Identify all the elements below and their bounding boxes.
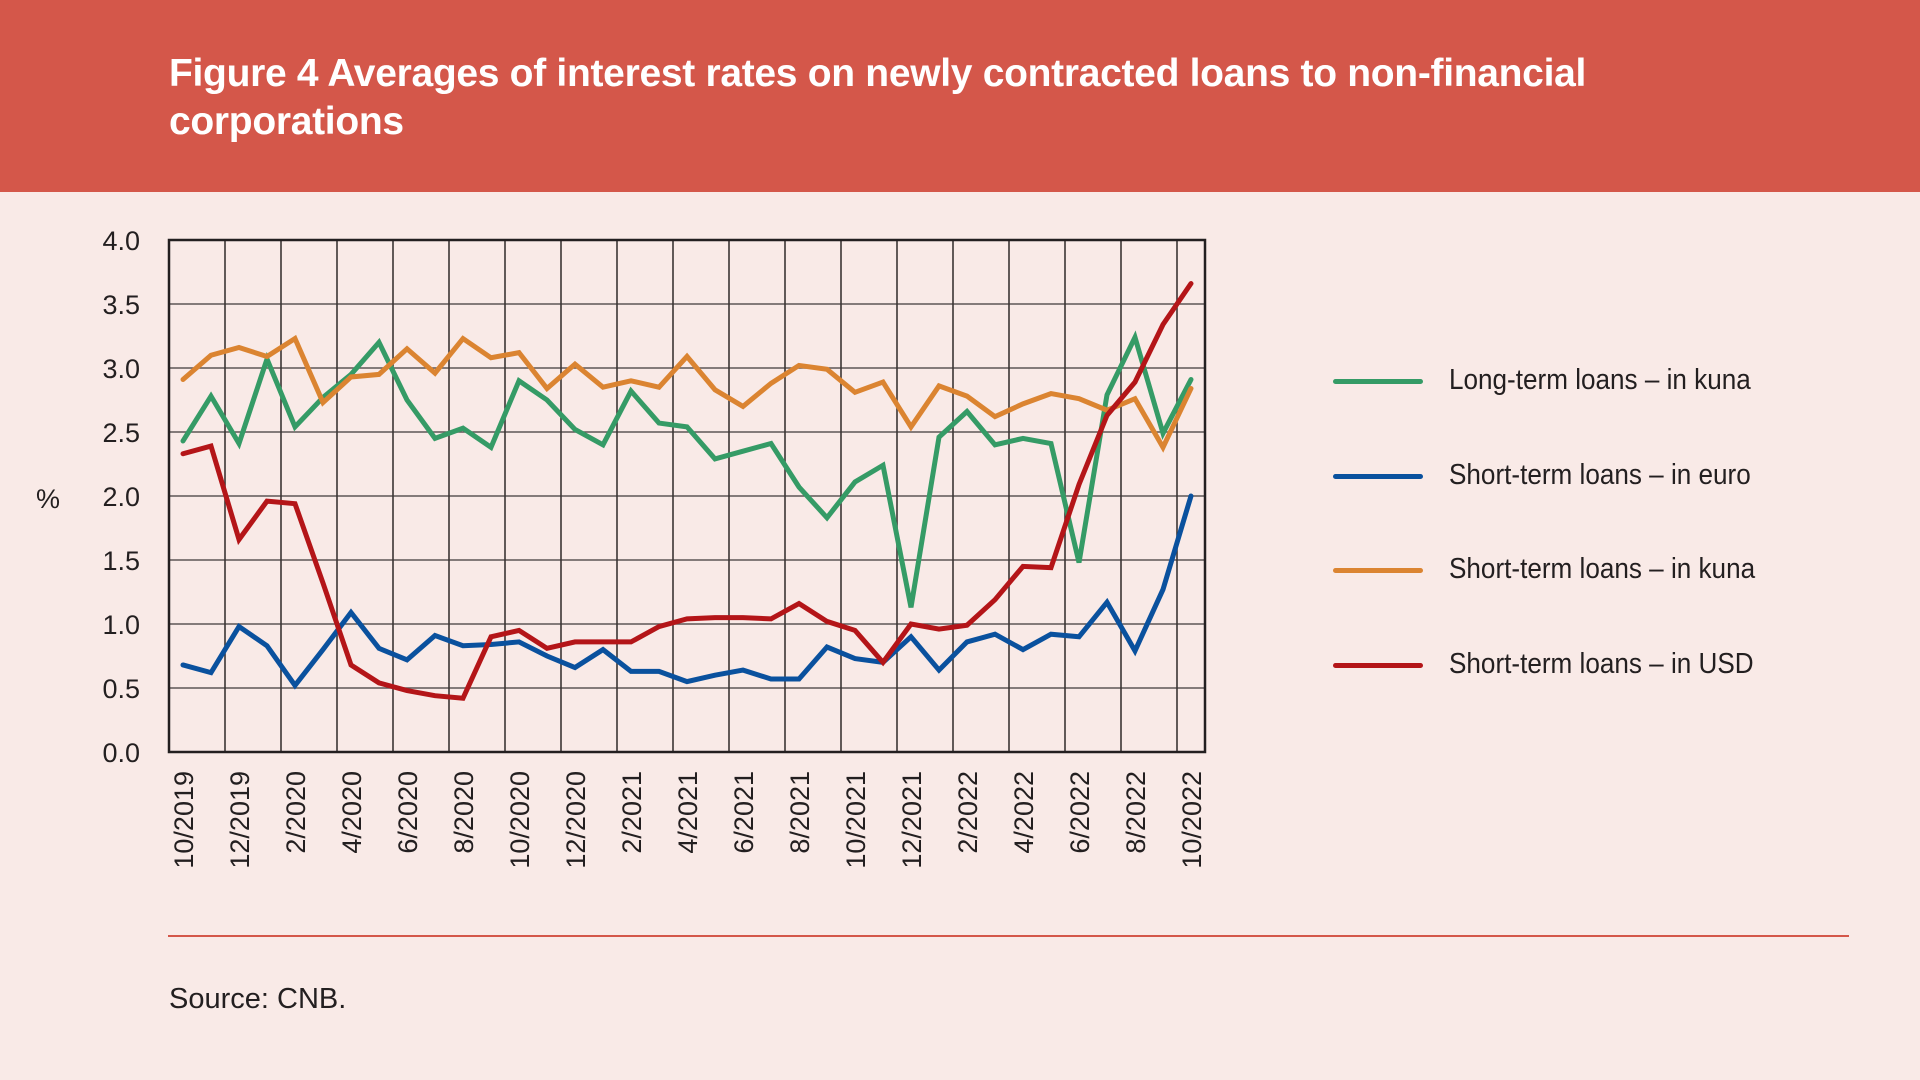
legend-swatch [1333,379,1423,384]
source-note: Source: CNB. [169,983,347,1015]
legend-item-long-term-kuna: Long-term loans – in kuna [1333,352,1893,447]
legend-item-short-term-euro: Short-term loans – in euro [1333,447,1893,542]
y-tick-label: 1.5 [102,546,140,576]
series-line-1 [180,493,1194,690]
legend-swatch [1333,473,1423,479]
x-tick-label: 8/2022 [1121,771,1151,854]
y-tick-label: 0.5 [102,674,140,704]
x-tick-label: 4/2020 [337,771,367,854]
y-tick-label: 0.0 [102,738,140,768]
series-lines [180,281,1194,701]
x-tick-label: 12/2019 [225,771,255,869]
series-line-0 [180,330,1194,608]
x-tick-label: 6/2021 [729,771,759,854]
legend-label: Short-term loans – in euro [1449,458,1751,491]
y-tick-label: 3.0 [102,354,140,384]
plot-frame [167,238,1207,754]
x-tick-label: 10/2019 [169,771,199,869]
series-line-3 [180,281,1194,701]
x-tick-label: 10/2021 [841,771,871,869]
legend-label: Short-term loans – in USD [1449,647,1754,680]
y-tick-label: 1.0 [102,610,140,640]
grid [169,239,1205,753]
y-tick-label: 4.0 [102,226,140,256]
footer-divider [168,935,1849,937]
x-tick-label: 10/2022 [1177,771,1207,869]
y-tick-label: 2.5 [102,418,140,448]
x-tick-label: 10/2020 [505,771,535,869]
y-axis-ticks: 0.0 0.5 1.0 1.5 2.0 2.5 3.0 3.5 4.0 [102,226,140,768]
x-tick-label: 4/2022 [1009,771,1039,854]
figure-title: Figure 4 Averages of interest rates on n… [169,52,1587,143]
x-tick-label: 4/2021 [673,771,703,854]
x-tick-label: 8/2020 [449,771,479,854]
legend-label: Short-term loans – in kuna [1449,553,1756,585]
y-axis-label: % [36,484,60,514]
x-tick-label: 12/2020 [561,771,591,869]
legend-swatch [1333,568,1423,573]
x-tick-label: 2/2022 [953,771,983,854]
legend-item-short-term-kuna: Short-term loans – in kuna [1333,541,1893,636]
legend: Long-term loans – in kuna Short-term loa… [1333,352,1893,730]
y-tick-label: 3.5 [102,290,140,320]
legend-label: Long-term loans – in kuna [1449,364,1751,396]
x-tick-label: 6/2022 [1065,771,1095,854]
x-tick-label: 2/2020 [281,771,311,854]
legend-item-short-term-usd: Short-term loans – in USD [1333,636,1893,731]
figure-header: Figure 4 Averages of interest rates on n… [0,0,1920,192]
x-tick-label: 8/2021 [785,771,815,854]
legend-swatch [1333,662,1423,668]
x-tick-label: 6/2020 [393,771,423,854]
x-axis-ticks: 10/2019 12/2019 2/2020 4/2020 6/2020 8/2020 10… [169,771,1207,869]
x-tick-label: 2/2021 [617,771,647,854]
series-line-2 [180,334,1194,453]
x-tick-label: 12/2021 [897,771,927,869]
y-tick-label: 2.0 [102,482,140,512]
